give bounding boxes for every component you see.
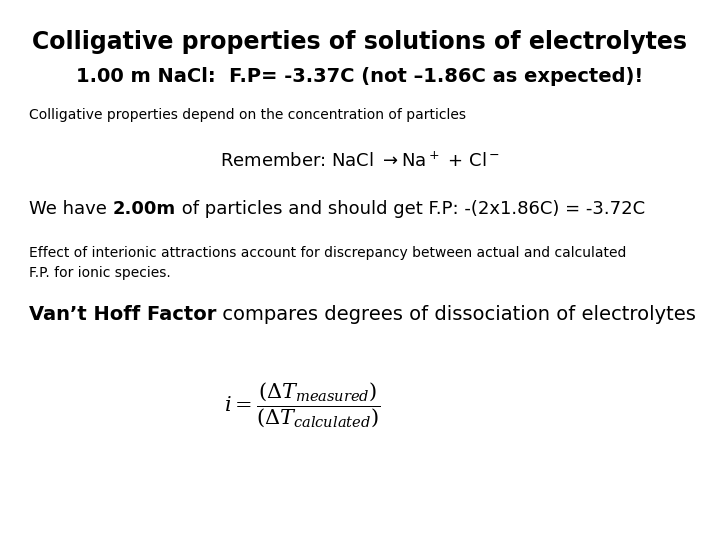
Text: We have: We have bbox=[29, 200, 112, 218]
Text: $i = \dfrac{\left(\Delta T_{measured}\right)}{\left(\Delta T_{calculated}\right): $i = \dfrac{\left(\Delta T_{measured}\ri… bbox=[224, 381, 381, 430]
Text: compares degrees of dissociation of electrolytes: compares degrees of dissociation of elec… bbox=[216, 305, 696, 324]
Text: Effect of interionic attractions account for discrepancy between actual and calc: Effect of interionic attractions account… bbox=[29, 246, 626, 280]
Text: Remember: NaCl $\rightarrow$Na$^+$ + Cl$^-$: Remember: NaCl $\rightarrow$Na$^+$ + Cl$… bbox=[220, 151, 500, 171]
Text: 2.00m: 2.00m bbox=[112, 200, 176, 218]
Text: 1.00 m NaCl:  F.P= -3.37C (not –1.86C as expected)!: 1.00 m NaCl: F.P= -3.37C (not –1.86C as … bbox=[76, 68, 644, 86]
Text: Colligative properties depend on the concentration of particles: Colligative properties depend on the con… bbox=[29, 108, 466, 122]
Text: Colligative properties of solutions of electrolytes: Colligative properties of solutions of e… bbox=[32, 30, 688, 53]
Text: Van’t Hoff Factor: Van’t Hoff Factor bbox=[29, 305, 216, 324]
Text: of particles and should get F.P: -(2x1.86C) = -3.72C: of particles and should get F.P: -(2x1.8… bbox=[176, 200, 644, 218]
